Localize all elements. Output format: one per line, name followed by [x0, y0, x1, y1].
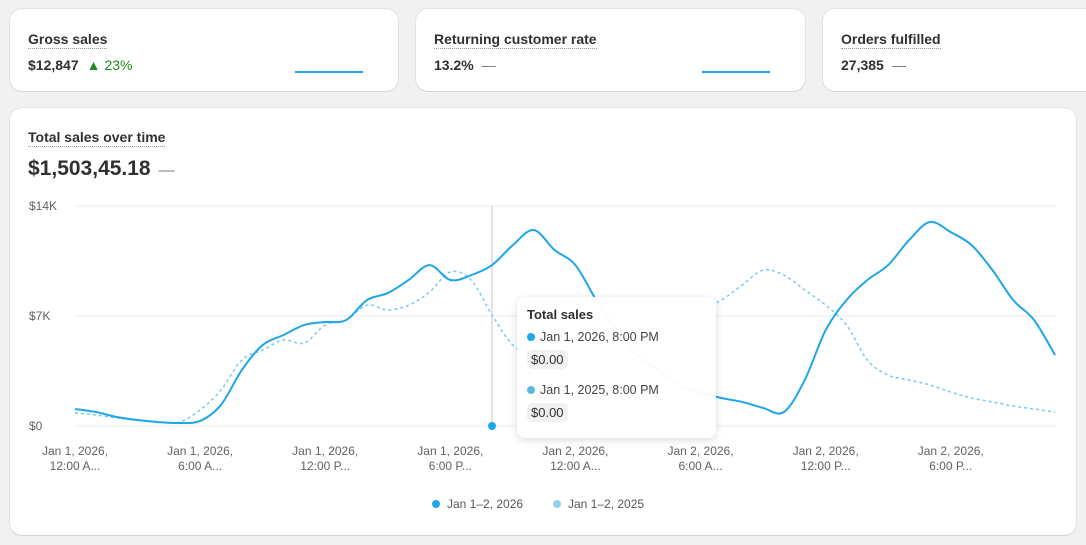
y-tick-label: $7K: [29, 309, 50, 323]
kpi-returning-customer-rate[interactable]: Returning customer rate 13.2% —: [416, 9, 805, 91]
kpi-gross-sales[interactable]: Gross sales $12,847 ▲ 23%: [10, 9, 398, 91]
x-tick-label: Jan 2, 2026,: [668, 444, 734, 458]
sparkline: [702, 71, 770, 73]
x-tick-label: Jan 1, 2026,: [167, 444, 233, 458]
legend-label: Jan 1–2, 2025: [568, 497, 645, 511]
total-sales-change: —: [158, 162, 175, 179]
legend-item-2025[interactable]: Jan 1–2, 2025: [553, 497, 644, 511]
x-tick-label: Jan 1, 2026,: [292, 444, 358, 458]
chart-tooltip: Total sales Jan 1, 2026, 8:00 PM $0.00 J…: [517, 297, 716, 438]
legend-dot-icon: [553, 500, 561, 508]
tooltip-label: Jan 1, 2025, 8:00 PM: [540, 383, 659, 397]
legend-label: Jan 1–2, 2026: [447, 497, 524, 511]
kpi-title[interactable]: Gross sales: [28, 31, 108, 49]
x-tick-label: 12:00 A...: [550, 459, 601, 473]
series-2026-dot-icon: [527, 333, 535, 341]
x-tick-label: 6:00 A...: [178, 459, 222, 473]
tooltip-title: Total sales: [527, 307, 594, 322]
legend-dot-icon: [432, 500, 440, 508]
chart-title[interactable]: Total sales over time: [28, 129, 166, 147]
x-tick-label: 6:00 P...: [929, 459, 972, 473]
x-tick-label: 6:00 A...: [679, 459, 723, 473]
kpi-title[interactable]: Returning customer rate: [434, 31, 597, 49]
sparkline: [295, 71, 363, 73]
kpi-orders-fulfilled[interactable]: Orders fulfilled 27,385 —: [823, 9, 1086, 91]
tooltip-label: Jan 1, 2026, 8:00 PM: [540, 330, 659, 344]
kpi-value: 13.2%: [434, 57, 474, 73]
x-tick-label: Jan 1, 2026,: [417, 444, 483, 458]
legend-item-2026[interactable]: Jan 1–2, 2026: [432, 497, 523, 511]
tooltip-value: $0.00: [527, 403, 568, 422]
x-tick-label: 6:00 P...: [429, 459, 472, 473]
kpi-title[interactable]: Orders fulfilled: [841, 31, 941, 49]
y-tick-label: $14K: [29, 199, 57, 213]
x-tick-label: 12:00 P...: [300, 459, 350, 473]
kpi-change: —: [481, 57, 496, 73]
hover-point: [488, 422, 497, 430]
x-tick-label: Jan 2, 2026,: [542, 444, 608, 458]
x-tick-label: Jan 2, 2026,: [793, 444, 859, 458]
x-tick-label: 12:00 P...: [801, 459, 851, 473]
kpi-value: $12,847: [28, 57, 79, 73]
kpi-change: —: [891, 57, 906, 73]
kpi-value: 27,385: [841, 57, 884, 73]
series-2026-line: [74, 220, 1056, 425]
triangle-up-icon: ▲: [86, 57, 101, 73]
x-tick-label: 12:00 A...: [50, 459, 101, 473]
x-tick-label: Jan 1, 2026,: [42, 444, 108, 458]
x-tick-label: Jan 2, 2026,: [918, 444, 984, 458]
kpi-change: 23%: [104, 57, 133, 73]
y-tick-label: $0: [29, 419, 43, 433]
total-sales-value: $1,503,45.18: [28, 157, 151, 180]
series-2025-dot-icon: [527, 386, 535, 394]
tooltip-value: $0.00: [527, 350, 568, 369]
